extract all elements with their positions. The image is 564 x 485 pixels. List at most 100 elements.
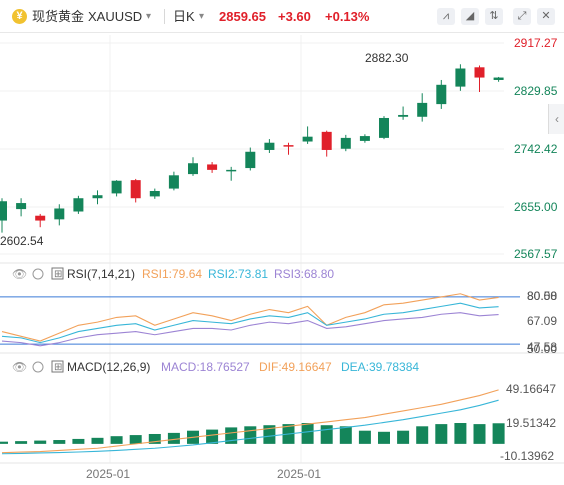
macd-histogram-bar: [206, 429, 219, 444]
rsi2-line: [1, 302, 499, 344]
candle-body: [92, 195, 103, 199]
candle-body: [359, 136, 370, 141]
macd-histogram-bar: [397, 430, 410, 444]
rsi-axis-label: 47.58: [527, 340, 557, 354]
macd-histogram-bar: [110, 436, 123, 444]
expand-icon[interactable]: [51, 267, 64, 280]
collapse-panel-icon[interactable]: ‹: [548, 104, 564, 134]
candles-layer: [0, 64, 504, 233]
candle-body: [168, 175, 179, 189]
candle-body: [130, 180, 141, 199]
macd-value: MACD:18.76527: [161, 360, 250, 374]
candle-body: [73, 198, 84, 212]
price-axis-label: 2567.57: [514, 247, 558, 261]
close-icon[interactable]: ✕: [537, 8, 555, 25]
eye-icon[interactable]: 👁: [12, 267, 27, 281]
macd-histogram-bar: [129, 435, 142, 444]
macd-histogram-bar: [492, 423, 505, 444]
dif-line: [1, 389, 499, 454]
candle-body: [455, 68, 466, 87]
macd-histogram-bar: [301, 423, 314, 444]
candle-body: [149, 190, 160, 197]
rsi2-value: RSI2:73.81: [208, 267, 268, 281]
macd-histogram-bar: [0, 441, 8, 444]
chart-header: ¥ 现货黄金 XAUUSD ▾ 日K ▾ 2859.65 +3.60 +0.13…: [0, 0, 564, 33]
macd-histogram-bar: [72, 438, 85, 444]
macd-histogram-bar: [263, 425, 276, 444]
header-divider: [164, 9, 165, 24]
price-axis-label: 2917.27: [514, 36, 558, 50]
eye-icon[interactable]: 👁: [12, 360, 27, 374]
macd-histogram-bar: [339, 426, 352, 444]
svg-text:⊞: ⊞: [54, 269, 62, 280]
chart-style-icon[interactable]: ⩘: [437, 8, 455, 25]
macd-histogram-bar: [34, 440, 47, 444]
rsi1-value: RSI1:79.64: [142, 267, 202, 281]
rsi-axis-label: 50.00: [527, 342, 557, 356]
rsi-axis-label: 80.00: [527, 289, 557, 303]
settings-icon[interactable]: [32, 268, 44, 280]
macd-header: 👁 ⊞ MACD(12,26,9) MACD:18.76527 DIF:49.1…: [12, 360, 419, 374]
candle-body: [340, 137, 351, 149]
macd-histogram-bar: [167, 432, 180, 444]
candle-body: [111, 180, 122, 194]
macd-histogram-bar: [435, 424, 448, 444]
macd-pane: [0, 389, 505, 455]
macd-histogram-bar: [15, 441, 28, 444]
macd-axis-label: 19.51342: [506, 416, 556, 430]
gold-coin-icon: ¥: [12, 9, 27, 24]
price-change: +3.60: [278, 9, 311, 24]
macd-histogram-bar: [473, 424, 486, 444]
candle-body: [436, 84, 447, 105]
low-price-annotation: 2602.54: [0, 234, 44, 248]
candle-body: [283, 145, 294, 147]
macd-histogram-bar: [358, 430, 371, 444]
candle-body: [245, 151, 256, 169]
candle-body: [207, 164, 218, 170]
price-change-percent: +0.13%: [325, 9, 370, 24]
macd-histogram-bar: [53, 440, 66, 444]
period-selector[interactable]: 日K: [173, 9, 195, 24]
dif-value: DIF:49.16647: [259, 360, 332, 374]
candle-body: [493, 77, 504, 80]
macd-histogram-bar: [244, 426, 257, 444]
price-axis-label: 2742.42: [514, 142, 558, 156]
candle-body: [417, 102, 428, 117]
expand-icon[interactable]: [51, 360, 64, 373]
macd-axis-label: -10.13962: [500, 449, 554, 463]
macd-histogram-bar: [454, 423, 467, 444]
rsi-title: RSI(7,14,21): [67, 267, 135, 281]
rsi3-value: RSI3:68.80: [274, 267, 334, 281]
candle-body: [379, 117, 389, 138]
candle-body: [0, 201, 7, 221]
dea-value: DEA:39.78384: [341, 360, 419, 374]
candle-body: [302, 136, 313, 142]
compare-icon[interactable]: ⇅: [485, 8, 503, 25]
symbol-name-cn[interactable]: 现货黄金: [32, 9, 85, 24]
indicator-icon[interactable]: ◢: [461, 8, 479, 25]
settings-icon[interactable]: [32, 361, 44, 373]
macd-title: MACD(12,26,9): [67, 360, 150, 374]
macd-axis-label: 49.16647: [506, 382, 556, 396]
candle-body: [54, 208, 65, 220]
candle-body: [264, 142, 275, 150]
grid-lines: [0, 35, 504, 463]
macd-histogram-bar: [148, 433, 161, 444]
dea-line: [1, 399, 499, 455]
candle-body: [321, 131, 332, 150]
candle-body: [16, 203, 27, 210]
high-price-annotation: 2882.30: [365, 51, 409, 65]
time-axis-label: 2025-01: [277, 467, 321, 481]
symbol-dropdown-icon[interactable]: ▾: [146, 11, 152, 22]
symbol-code[interactable]: XAUUSD: [88, 9, 143, 24]
rsi1-line: [1, 293, 499, 342]
macd-histogram-bar: [91, 437, 104, 444]
rsi-axis-label: 80.58: [527, 289, 557, 303]
candle-body: [226, 169, 237, 172]
period-dropdown-icon[interactable]: ▾: [199, 11, 205, 22]
rsi3-line: [1, 312, 499, 347]
fullscreen-icon[interactable]: ⤢: [513, 8, 531, 25]
rsi-axis-label: 67.09: [527, 314, 557, 328]
macd-histogram-bar: [320, 425, 333, 444]
